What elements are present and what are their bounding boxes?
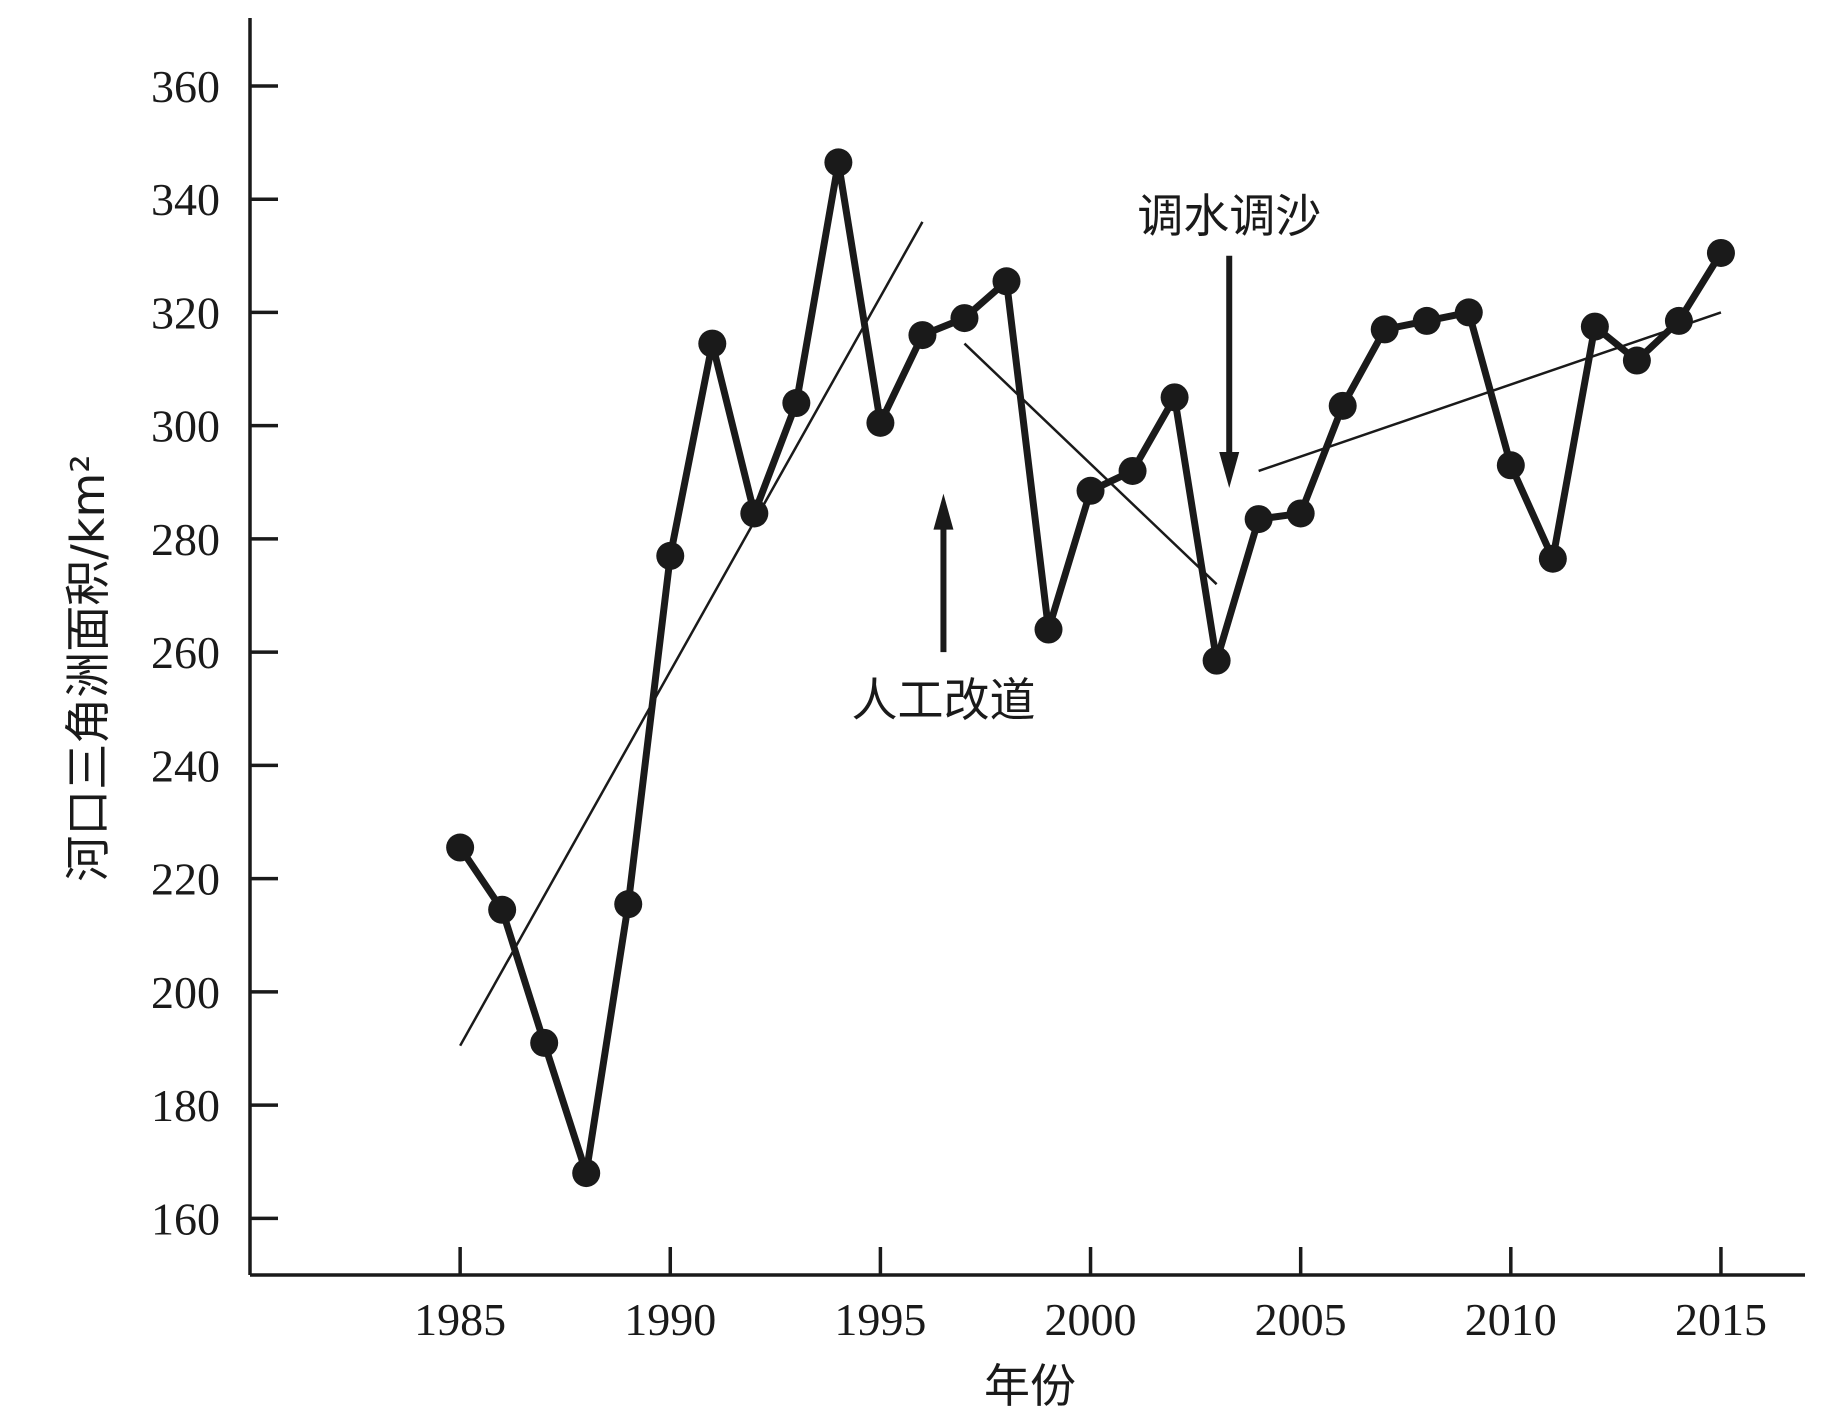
data-point: [1496, 451, 1525, 480]
series-line: [457, 158, 1724, 1177]
y-axis-title: 河口三角洲面积/km²: [61, 454, 115, 881]
y-tick-label: 240: [151, 740, 220, 791]
trend-line: [963, 342, 1218, 586]
data-point: [992, 267, 1021, 296]
data-point: [1076, 476, 1105, 505]
x-tick-label: 1990: [624, 1294, 716, 1345]
data-point: [1328, 391, 1357, 420]
data-point: [1370, 315, 1399, 344]
data-point: [572, 1159, 601, 1188]
x-tick-label: 2000: [1045, 1294, 1137, 1345]
y-tick-label: 160: [151, 1193, 220, 1244]
data-point: [1622, 346, 1651, 375]
data-point: [1034, 615, 1063, 644]
annotation-arrowhead: [933, 493, 954, 530]
y-tick-label: 280: [151, 514, 220, 565]
x-tick-label: 1985: [414, 1294, 506, 1345]
data-point: [908, 321, 937, 350]
trend-line: [459, 221, 924, 1047]
data-point: [1412, 306, 1441, 335]
data-point: [446, 833, 475, 862]
y-tick-label: 300: [151, 401, 220, 452]
annotation-arrowhead: [1219, 451, 1240, 488]
y-tick-label: 260: [151, 627, 220, 678]
data-point: [950, 304, 979, 333]
data-point: [614, 890, 643, 919]
y-tick-label: 340: [151, 174, 220, 225]
y-tick-label: 180: [151, 1080, 220, 1131]
x-tick-label: 2015: [1675, 1294, 1767, 1345]
data-point: [1706, 238, 1735, 267]
annotation-label: 人工改道: [851, 673, 1035, 727]
y-tick-label: 320: [151, 287, 220, 338]
annotations: 人工改道 调水调沙: [851, 189, 1321, 727]
data-point: [1160, 383, 1189, 412]
trend-lines: [459, 221, 1722, 1047]
data-point: [740, 499, 769, 528]
data-point: [1118, 456, 1147, 485]
data-point: [656, 541, 685, 570]
data-point: [1454, 298, 1483, 327]
data-point: [824, 148, 853, 177]
data-point: [530, 1028, 559, 1057]
data-point: [1538, 544, 1567, 573]
data-point: [866, 408, 895, 437]
y-tick-label: 200: [151, 967, 220, 1018]
x-tick-label: 2010: [1465, 1294, 1557, 1345]
y-tick-label: 220: [151, 854, 220, 905]
data-point: [1580, 312, 1609, 341]
data-point: [1202, 646, 1231, 675]
data-point: [1244, 505, 1273, 534]
x-axis-title: 年份: [984, 1359, 1076, 1413]
x-tick-label: 1995: [834, 1294, 926, 1345]
data-point: [782, 389, 811, 418]
x-tick-label: 2005: [1255, 1294, 1347, 1345]
annotation-label: 调水调沙: [1137, 189, 1321, 243]
data-point: [1664, 306, 1693, 335]
data-point: [488, 895, 517, 924]
axes: 160 180 200 220 240 260 280 300 320 340 360 1985 199…: [151, 18, 1805, 1345]
series-line-group: [457, 158, 1724, 1177]
data-point: [698, 329, 727, 358]
y-tick-label: 360: [151, 61, 220, 112]
data-point: [1286, 499, 1315, 528]
data-points: [446, 148, 1735, 1188]
